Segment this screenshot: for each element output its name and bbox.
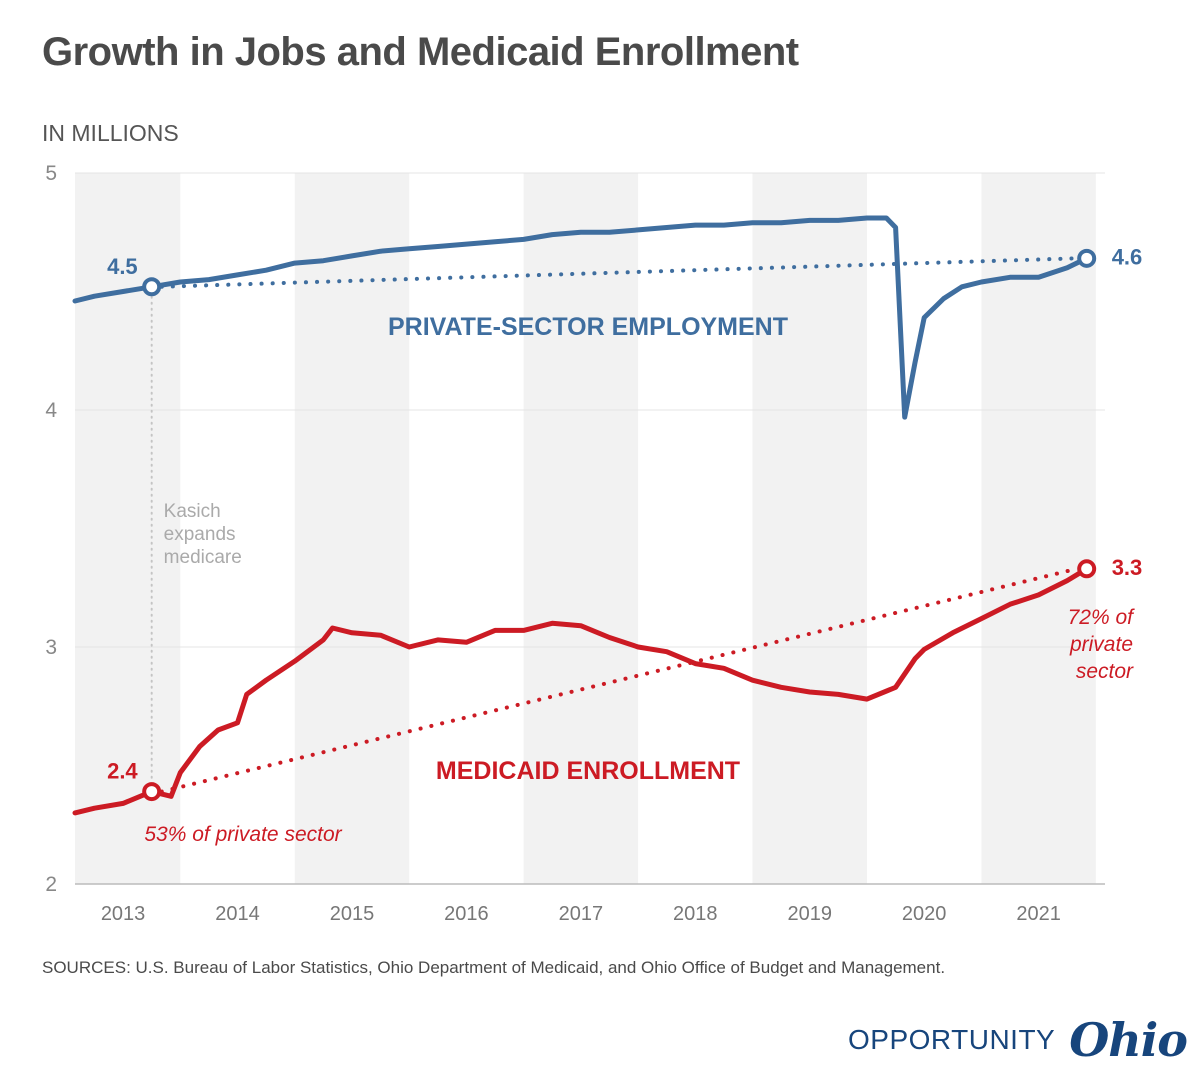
year-band-2015 [294, 173, 410, 884]
kasich-annotation: Kasich expands medicare [164, 501, 242, 568]
y-tick-3: 3 [45, 636, 57, 659]
series-lines: PRIVATE-SECTOR EMPLOYMENT MEDICAID ENROLL… [72, 215, 1090, 816]
x-axis-ticks: 2013 2014 2015 2016 2017 2018 2019 2020 2021 [101, 903, 1061, 925]
x-tick-2016: 2016 [444, 903, 489, 925]
employment-start-label: 4.5 [107, 254, 138, 279]
opportunity-ohio-logo: OPPORTUNITY Ohio [848, 1010, 1188, 1070]
x-tick-2021: 2021 [1016, 903, 1061, 925]
year-band-2017 [523, 173, 639, 884]
medicaid-line [72, 566, 1090, 816]
x-tick-2017: 2017 [559, 903, 604, 925]
employment-line [72, 215, 1090, 420]
year-band-2019 [752, 173, 867, 884]
y-tick-4: 4 [45, 399, 57, 422]
y-tick-2: 2 [45, 873, 57, 896]
employment-start-marker [142, 277, 162, 297]
medicaid-start-marker [142, 782, 162, 802]
year-band-2021 [981, 173, 1096, 884]
grid-lines [75, 172, 1105, 885]
medicaid-series-label: MEDICAID ENROLLMENT [436, 757, 740, 785]
x-tick-2019: 2019 [787, 903, 832, 925]
employment-end-marker [1077, 248, 1097, 268]
annotations: Kasich expands medicare 53% of private sect… [144, 256, 1136, 846]
x-tick-2018: 2018 [673, 903, 718, 925]
logo-script: Ohio [1069, 1013, 1188, 1067]
y-tick-5: 5 [45, 162, 57, 185]
chart-title: Growth in Jobs and Medicaid Enrollment [42, 30, 799, 74]
medicaid-start-label: 2.4 [107, 759, 138, 784]
medicaid-start-share: 53% of private sector [144, 823, 342, 846]
year-bands [75, 173, 1096, 884]
x-tick-2020: 2020 [902, 903, 947, 925]
x-tick-2013: 2013 [101, 903, 146, 925]
unit-label: IN MILLIONS [42, 120, 179, 146]
sources-note: SOURCES: U.S. Bureau of Labor Statistics… [42, 958, 946, 977]
medicaid-end-label: 3.3 [1112, 555, 1143, 580]
medicaid-end-share: 72% of private sector [1068, 606, 1136, 683]
x-tick-2015: 2015 [330, 903, 375, 925]
x-tick-2014: 2014 [215, 903, 260, 925]
series-markers: 4.5 4.6 2.4 3.3 [107, 244, 1143, 802]
employment-end-label: 4.6 [1112, 244, 1143, 269]
logo-word: OPPORTUNITY [848, 1024, 1056, 1055]
employment-series-label: PRIVATE-SECTOR EMPLOYMENT [388, 313, 788, 341]
medicaid-end-marker [1077, 559, 1097, 579]
y-axis-ticks: 2 3 4 5 [45, 162, 57, 896]
medicaid-trend-line [159, 566, 1079, 794]
